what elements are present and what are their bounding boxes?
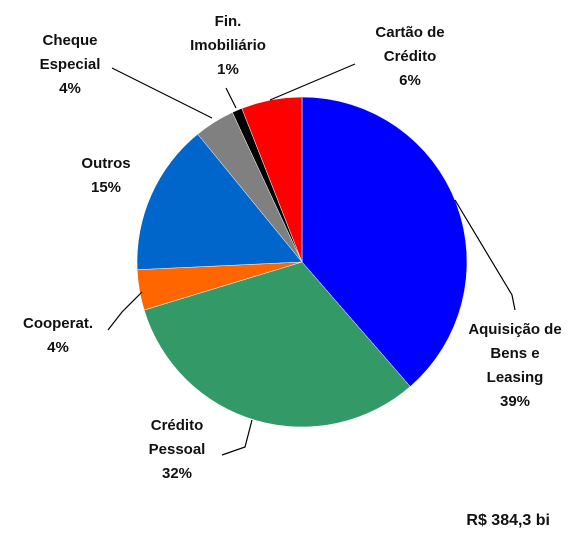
pie-slice (301, 96, 468, 387)
category-name: Aquisição de Bens e Leasing (468, 321, 562, 386)
category-name: Cheque Especial (39, 32, 101, 73)
slice-label: Cartão de Crédito 6% (363, 21, 458, 93)
slice-label: Cooperat. 4% (13, 312, 103, 360)
leader-line (454, 199, 516, 311)
value-label: 15% (90, 179, 122, 196)
pie-slice (143, 261, 411, 428)
slice-label: Cheque Especial 4% (25, 29, 115, 101)
slice-label: Aquisição de Bens e Leasing 39% (465, 318, 565, 414)
leader-line (111, 67, 213, 119)
pie-slice (136, 133, 303, 270)
slice-label: Fin. Imobiliário 1% (178, 10, 278, 82)
leader-lines (107, 63, 516, 456)
value-label: 32% (161, 465, 193, 482)
category-name: Fin. Imobiliário (190, 13, 266, 54)
category-name: Outros (81, 155, 131, 172)
total-label: R$ 384,3 bi (466, 512, 550, 529)
category-name: Cartão de Crédito (375, 24, 445, 65)
value-label: 1% (217, 61, 239, 78)
category-name: Crédito Pessoal (148, 417, 206, 458)
value-label: 4% (47, 339, 69, 356)
value-label: 39% (499, 393, 531, 410)
leader-line (221, 419, 253, 456)
value-label: 4% (59, 80, 81, 97)
value-label: 6% (399, 72, 421, 89)
category-name: Cooperat. (22, 315, 93, 332)
slice-label: Outros 15% (61, 152, 151, 200)
pie (136, 96, 468, 428)
leader-line (107, 291, 143, 331)
leader-line (225, 87, 237, 109)
leader-line (269, 63, 356, 101)
slice-label: Crédito Pessoal 32% (137, 414, 217, 486)
